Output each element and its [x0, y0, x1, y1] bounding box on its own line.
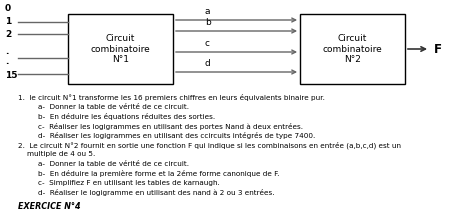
Text: b: b — [205, 18, 211, 27]
Text: Circuit
combinatoire
N°2: Circuit combinatoire N°2 — [322, 34, 383, 64]
Text: 0: 0 — [5, 4, 11, 13]
Text: 1: 1 — [5, 17, 11, 26]
Text: multiple de 4 ou 5.: multiple de 4 ou 5. — [18, 151, 95, 157]
Text: 1.  le circuit N°1 transforme les 16 premiers chiffres en leurs équivalents bina: 1. le circuit N°1 transforme les 16 prem… — [18, 94, 325, 101]
Text: d-  Réaliser les logigrammes en utilisant des ccircuits intégrés de type 7400.: d- Réaliser les logigrammes en utilisant… — [38, 132, 315, 139]
Text: .: . — [5, 47, 8, 56]
Text: c: c — [205, 39, 210, 48]
Text: .: . — [5, 56, 8, 65]
Text: 15: 15 — [5, 71, 17, 80]
Text: F: F — [434, 43, 442, 56]
Text: 2: 2 — [5, 30, 11, 39]
Text: c-  Réaliser les logigrammes en utilisant des portes Nand à deux entrées.: c- Réaliser les logigrammes en utilisant… — [38, 123, 303, 129]
Text: a: a — [205, 7, 210, 16]
Text: d: d — [205, 59, 211, 68]
Text: Circuit
combinatoire
N°1: Circuit combinatoire N°1 — [91, 34, 150, 64]
Text: a-  Donner la table de vérité de ce circuit.: a- Donner la table de vérité de ce circu… — [38, 103, 189, 110]
Bar — [68, 14, 173, 84]
Text: a-  Donner la table de vérité de ce circuit.: a- Donner la table de vérité de ce circu… — [38, 161, 189, 166]
Text: c-  Simplifiez F en utilisant les tables de karnaugh.: c- Simplifiez F en utilisant les tables … — [38, 179, 220, 185]
Bar — [300, 14, 405, 84]
Text: EXERCICE N°4: EXERCICE N°4 — [18, 202, 81, 211]
Text: 2.  Le circuit N°2 fournit en sortie une fonction F qui indique si les combinais: 2. Le circuit N°2 fournit en sortie une … — [18, 142, 401, 149]
Text: d-  Réaliser le logigramme en utilisant des nand à 2 ou 3 entrées.: d- Réaliser le logigramme en utilisant d… — [38, 189, 274, 196]
Text: b-  En déduire la première forme et la 2éme forme canonique de F.: b- En déduire la première forme et la 2é… — [38, 170, 279, 177]
Text: b-  En déduire les équations réduites des sorties.: b- En déduire les équations réduites des… — [38, 113, 215, 120]
